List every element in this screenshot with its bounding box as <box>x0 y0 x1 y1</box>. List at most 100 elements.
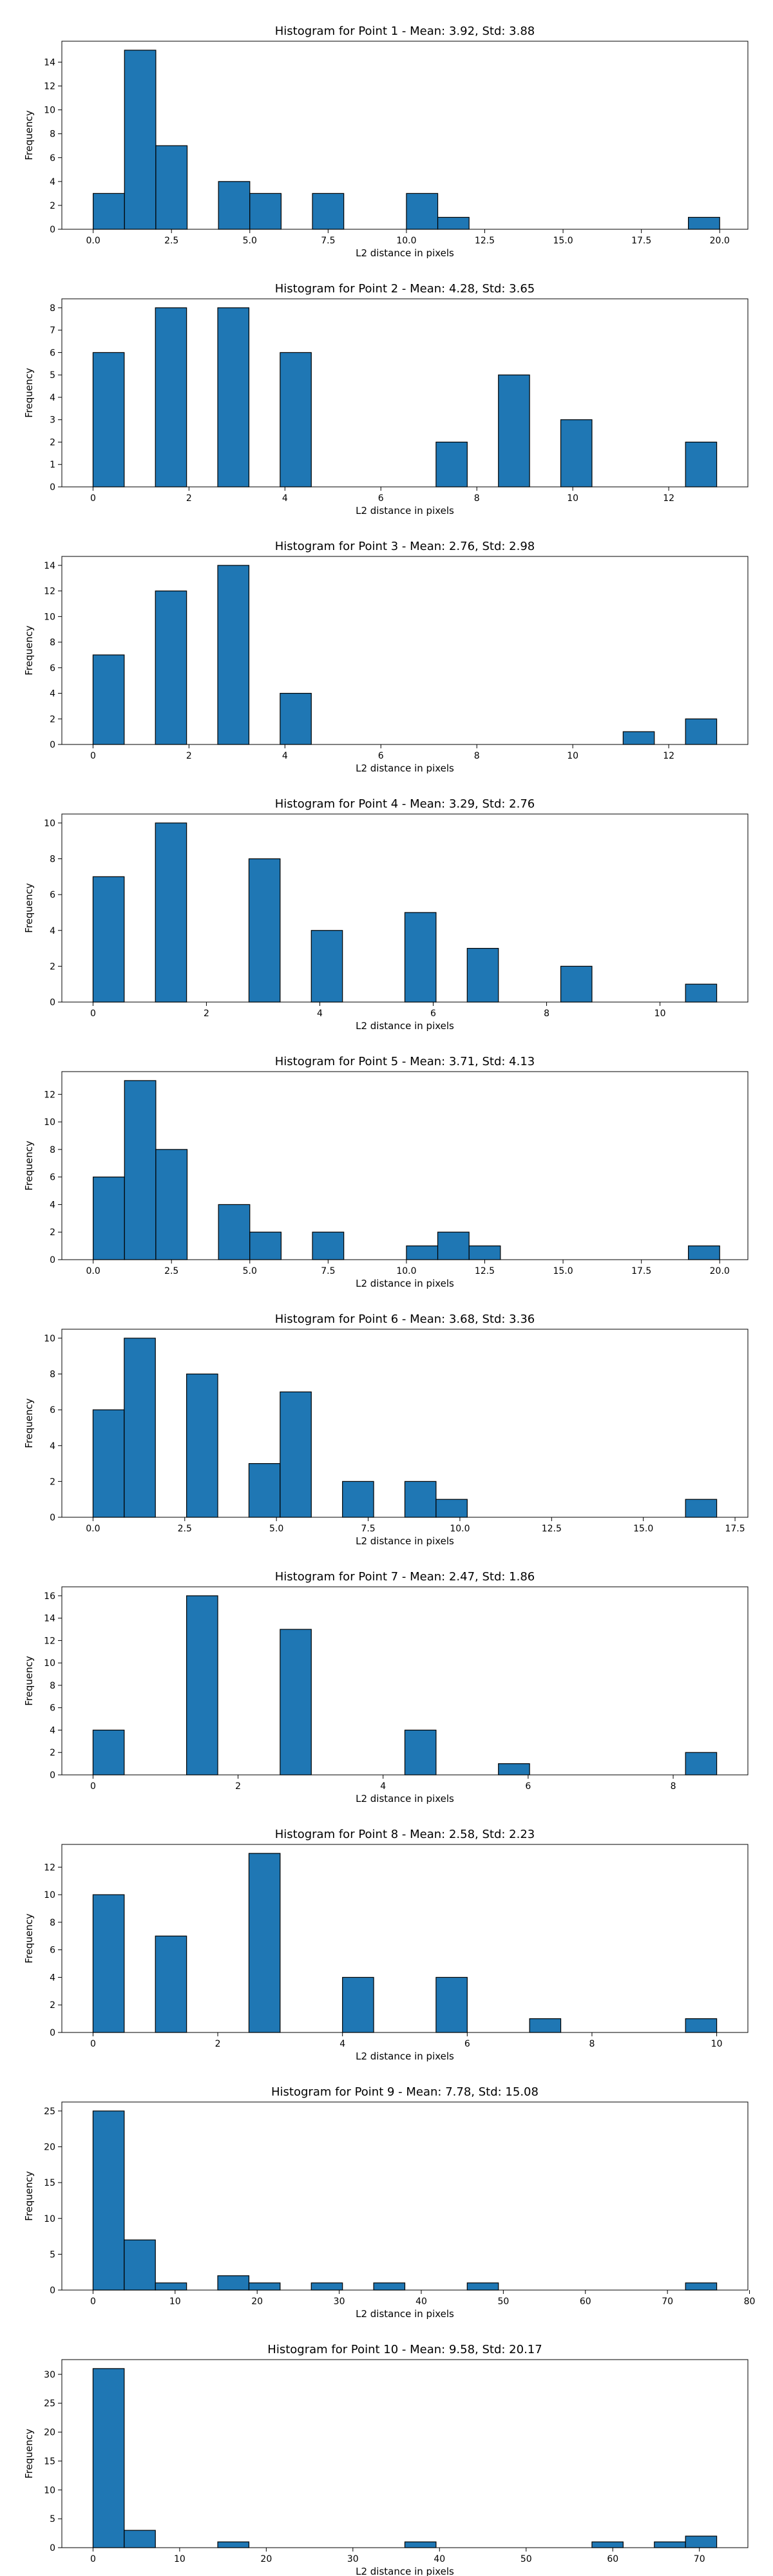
x-tick-label: 2 <box>204 1009 209 1019</box>
y-tick-label: 14 <box>44 561 55 571</box>
y-tick-label: 0 <box>50 998 55 1008</box>
histogram-bar <box>248 1463 281 1518</box>
y-tick-label: 4 <box>50 1200 55 1210</box>
x-tick-label: 10 <box>567 493 578 504</box>
plot-frame <box>61 556 749 745</box>
histogram-bar <box>92 1894 125 2033</box>
histogram-bar <box>622 731 655 745</box>
histogram-bar <box>218 1204 251 1260</box>
y-tick-label: 3 <box>50 415 55 426</box>
chart-title: Histogram for Point 2 - Mean: 4.28, Std:… <box>275 282 535 296</box>
x-tick-label: 12 <box>663 751 674 761</box>
y-axis-label: Frequency <box>23 883 35 933</box>
y-tick-label: 12 <box>44 587 55 597</box>
x-tick-label: 8 <box>474 493 480 504</box>
y-tick-label: 5 <box>50 2249 55 2260</box>
y-tick-label: 4 <box>50 177 55 187</box>
y-tick-label: 8 <box>50 855 55 865</box>
histogram-bar <box>342 1481 374 1518</box>
chart-4: Histogram for Point 4 - Mean: 3.29, Std:… <box>23 797 749 1032</box>
x-tick-label: 50 <box>497 2297 509 2307</box>
x-tick-label: 10.0 <box>450 1524 470 1534</box>
chart-title: Histogram for Point 10 - Mean: 9.58, Std… <box>267 2343 542 2356</box>
x-tick-label: 12.5 <box>475 236 495 246</box>
histogram-bar <box>217 565 250 745</box>
x-tick-label: 6 <box>378 751 384 761</box>
chart-1: Histogram for Point 1 - Mean: 3.92, Std:… <box>23 24 749 259</box>
x-tick-label: 4 <box>380 1781 386 1792</box>
x-tick-label: 5.0 <box>243 1266 257 1276</box>
x-tick-label: 7.5 <box>321 1266 335 1276</box>
y-tick-label: 8 <box>50 129 55 140</box>
chart-3: Histogram for Point 3 - Mean: 2.76, Std:… <box>23 540 749 774</box>
x-tick-label: 2 <box>215 2039 221 2049</box>
y-tick-label: 2 <box>50 714 55 724</box>
histogram-bar <box>498 374 530 488</box>
x-tick-label: 2 <box>235 1781 241 1792</box>
chart-title: Histogram for Point 4 - Mean: 3.29, Std:… <box>275 797 535 811</box>
histogram-bar <box>155 822 187 1003</box>
y-tick-label: 6 <box>50 663 55 674</box>
histogram-bar <box>435 1499 468 1518</box>
histogram-bar <box>685 718 718 745</box>
chart-2: Histogram for Point 2 - Mean: 4.28, Std:… <box>23 282 749 516</box>
y-tick-label: 10 <box>44 819 55 829</box>
y-tick-label: 15 <box>44 2456 55 2467</box>
x-tick-label: 6 <box>378 493 384 504</box>
y-axis-label: Frequency <box>23 1398 35 1448</box>
x-tick-label: 10.0 <box>396 1266 416 1276</box>
x-tick-label: 60 <box>607 2554 618 2564</box>
y-tick-label: 0 <box>50 2543 55 2553</box>
x-tick-label: 6 <box>525 1781 531 1792</box>
y-tick-label: 0 <box>50 1513 55 1523</box>
y-tick-label: 25 <box>44 2107 55 2117</box>
histogram-bar <box>280 1629 312 1776</box>
histogram-bar <box>406 193 439 230</box>
x-tick-label: 70 <box>694 2554 705 2564</box>
chart-title: Histogram for Point 5 - Mean: 3.71, Std:… <box>275 1055 535 1068</box>
histogram-bar <box>155 145 188 230</box>
x-tick-label: 0 <box>90 751 96 761</box>
y-tick-label: 12 <box>44 82 55 92</box>
x-tick-label: 0 <box>90 2554 96 2564</box>
histogram-bar <box>218 181 251 230</box>
y-tick-label: 12 <box>44 1862 55 1873</box>
x-tick-label: 6 <box>464 2039 470 2049</box>
x-tick-label: 20.0 <box>710 1266 730 1276</box>
y-tick-label: 2 <box>50 1227 55 1238</box>
x-axis-label: L2 distance in pixels <box>356 247 454 259</box>
x-tick-label: 4 <box>282 493 288 504</box>
histogram-bar <box>435 1976 468 2033</box>
x-tick-label: 5.0 <box>243 236 257 246</box>
plot-frame <box>61 1586 749 1776</box>
x-tick-label: 17.5 <box>631 1266 651 1276</box>
y-tick-label: 0 <box>50 1770 55 1781</box>
histogram-bar <box>685 441 718 488</box>
histogram-bar <box>685 1752 718 1776</box>
plot-frame <box>61 1844 749 2033</box>
x-tick-label: 12.5 <box>475 1266 495 1276</box>
x-axis-label: L2 distance in pixels <box>356 1020 454 1032</box>
histogram-bar <box>249 1231 282 1260</box>
x-tick-label: 2.5 <box>164 236 178 246</box>
plot-frame <box>61 2101 749 2291</box>
chart-title: Histogram for Point 9 - Mean: 7.78, Std:… <box>271 2085 539 2099</box>
x-tick-label: 60 <box>580 2297 591 2307</box>
histogram-bar <box>155 591 187 745</box>
x-tick-label: 10.0 <box>396 236 416 246</box>
histogram-bar <box>124 1080 157 1260</box>
histogram-bar <box>591 2541 624 2548</box>
histogram-bar <box>217 2541 250 2548</box>
y-tick-label: 0 <box>50 1255 55 1265</box>
histogram-bar <box>404 1729 437 1776</box>
chart-9: Histogram for Point 9 - Mean: 7.78, Std:… <box>23 2085 755 2320</box>
y-tick-label: 25 <box>44 2399 55 2409</box>
y-tick-label: 5 <box>50 370 55 381</box>
y-tick-label: 5 <box>50 2514 55 2524</box>
histogram-bar <box>310 2282 343 2291</box>
histogram-bar <box>248 1853 281 2033</box>
x-tick-label: 5.0 <box>269 1524 283 1534</box>
histogram-bar <box>124 2239 156 2291</box>
x-tick-label: 0.0 <box>86 1524 100 1534</box>
histogram-bar <box>404 2541 437 2548</box>
